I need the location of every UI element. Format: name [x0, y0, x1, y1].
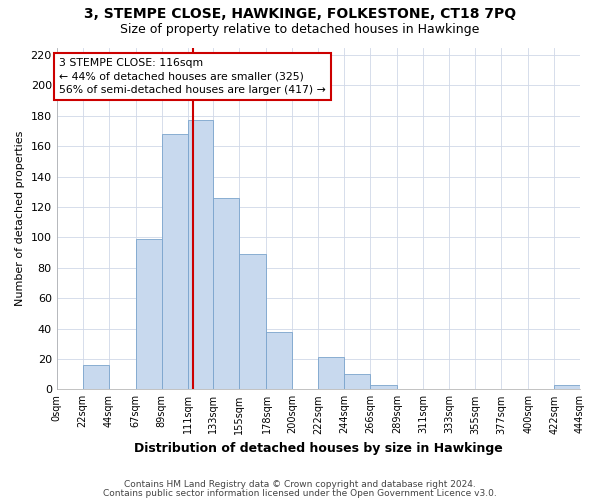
Bar — [239, 254, 266, 390]
Text: 3, STEMPE CLOSE, HAWKINGE, FOLKESTONE, CT18 7PQ: 3, STEMPE CLOSE, HAWKINGE, FOLKESTONE, C… — [84, 8, 516, 22]
Y-axis label: Number of detached properties: Number of detached properties — [15, 130, 25, 306]
Bar — [554, 384, 580, 390]
Bar — [136, 239, 161, 390]
Bar — [83, 365, 109, 390]
Bar — [370, 384, 397, 390]
Bar — [344, 374, 370, 390]
Bar — [266, 332, 292, 390]
Text: Contains HM Land Registry data © Crown copyright and database right 2024.: Contains HM Land Registry data © Crown c… — [124, 480, 476, 489]
X-axis label: Distribution of detached houses by size in Hawkinge: Distribution of detached houses by size … — [134, 442, 503, 455]
Text: Size of property relative to detached houses in Hawkinge: Size of property relative to detached ho… — [121, 22, 479, 36]
Text: Contains public sector information licensed under the Open Government Licence v3: Contains public sector information licen… — [103, 488, 497, 498]
Text: 3 STEMPE CLOSE: 116sqm
← 44% of detached houses are smaller (325)
56% of semi-de: 3 STEMPE CLOSE: 116sqm ← 44% of detached… — [59, 58, 326, 94]
Bar — [187, 120, 214, 390]
Bar — [319, 358, 344, 390]
Bar — [214, 198, 239, 390]
Bar — [161, 134, 187, 390]
